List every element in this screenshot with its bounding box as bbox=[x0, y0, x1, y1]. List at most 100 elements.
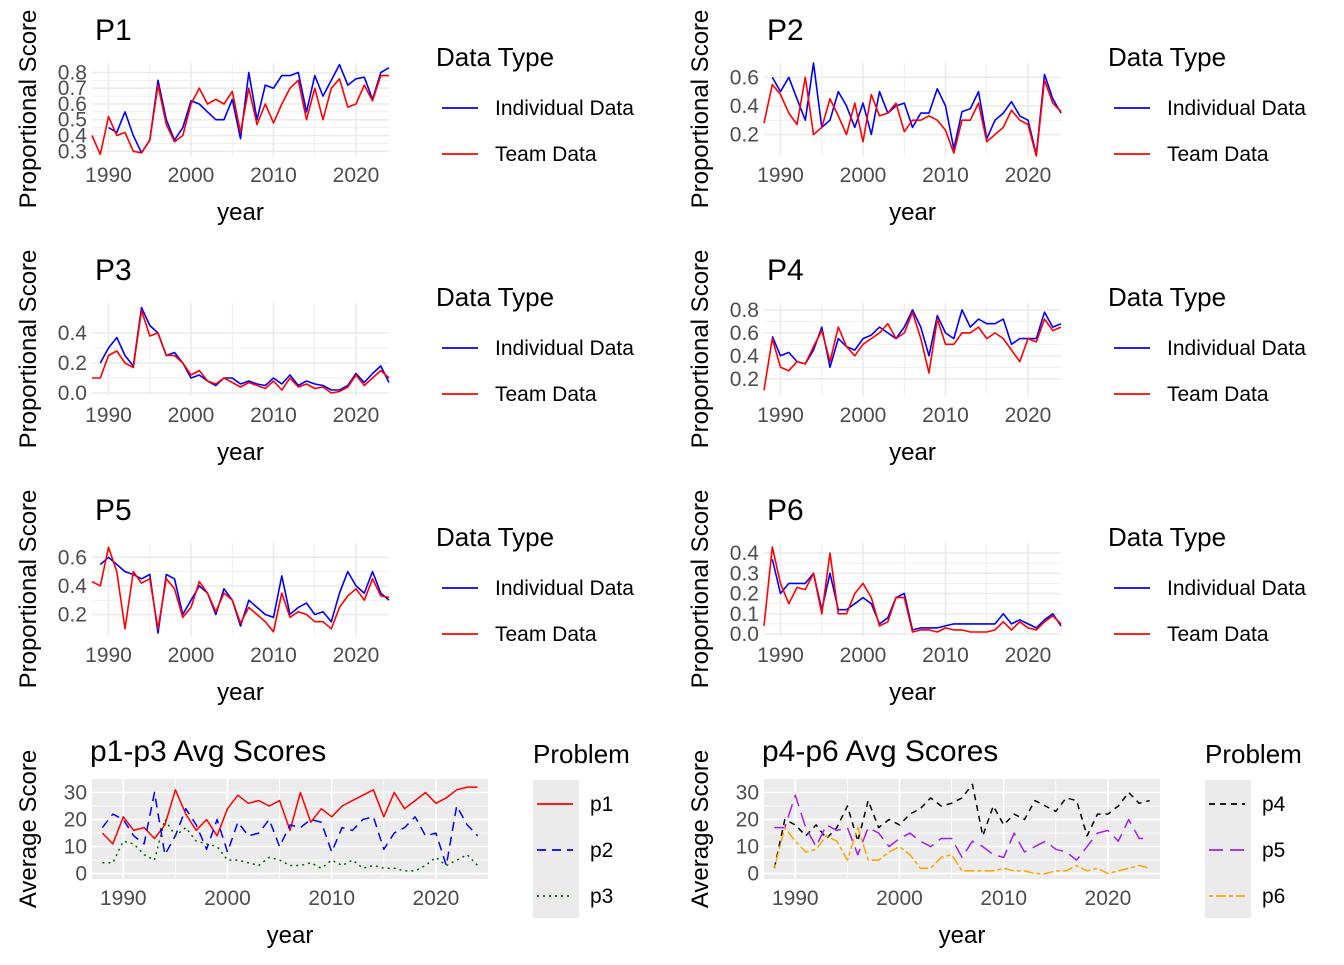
series-line-team-data bbox=[763, 311, 1062, 391]
x-tick-label: 2000 bbox=[840, 404, 887, 427]
chart-title: P2 bbox=[767, 14, 804, 47]
x-tick-label: 2010 bbox=[250, 644, 297, 667]
legend-label: Team Data bbox=[1167, 143, 1269, 166]
y-tick-label: 0.2 bbox=[730, 583, 759, 606]
x-tick-label: 2000 bbox=[840, 644, 887, 667]
x-tick-label: 2020 bbox=[1005, 164, 1052, 187]
series-line-individual-data bbox=[99, 306, 390, 391]
chart-2: 0.2 0.4 0.6 1990 2000 2010 2020 P2 year Proportio… bbox=[687, 10, 1306, 226]
x-axis-title: year bbox=[217, 679, 264, 706]
x-tick-label: 2000 bbox=[168, 164, 215, 187]
plot-panel bbox=[764, 303, 1061, 396]
x-tick-label: 2000 bbox=[168, 644, 215, 667]
y-tick-label: 0.3 bbox=[58, 140, 87, 163]
legend-label: Team Data bbox=[1167, 623, 1269, 646]
legend-label: Individual Data bbox=[495, 337, 634, 360]
series-line-p1 bbox=[101, 786, 478, 845]
legend-title: Data Type bbox=[436, 522, 554, 552]
y-tick-label: 0.7 bbox=[58, 77, 87, 100]
chart-1: 0.30.40.50.60.70.8 1990 2000 2010 2020 P1 year… bbox=[15, 10, 634, 226]
series-line-p2 bbox=[101, 791, 479, 867]
y-tick-label: 0.6 bbox=[58, 546, 87, 569]
y-tick-label: 0.6 bbox=[730, 66, 759, 89]
chart-title: P6 bbox=[767, 494, 804, 527]
series-line-team-data bbox=[92, 309, 390, 394]
x-axis-title: year bbox=[939, 922, 986, 949]
y-tick-label: 0.3 bbox=[730, 562, 759, 585]
y-tick-label: 30 bbox=[736, 782, 759, 805]
y-tick-label: 0.4 bbox=[730, 345, 760, 368]
x-tick-label: 2020 bbox=[1085, 887, 1132, 910]
y-tick-label: 0.2 bbox=[58, 604, 87, 627]
y-tick-label: 0.6 bbox=[58, 93, 87, 116]
x-tick-label: 2010 bbox=[922, 164, 969, 187]
series-line-team-data bbox=[91, 74, 389, 156]
series-line-p5 bbox=[774, 794, 1150, 861]
y-tick-label: 0.6 bbox=[730, 322, 759, 345]
y-tick-label: 10 bbox=[64, 836, 87, 859]
legend-label: Individual Data bbox=[495, 577, 634, 600]
y-axis-title: Proportional Score bbox=[687, 490, 714, 689]
legend-title: Data Type bbox=[1108, 282, 1226, 312]
legend-label: p1 bbox=[590, 793, 613, 816]
legend-label: p3 bbox=[590, 885, 613, 908]
x-tick-label: 1990 bbox=[757, 644, 804, 667]
legend-title: Data Type bbox=[436, 282, 554, 312]
y-tick-label: 0.1 bbox=[730, 603, 759, 626]
chart-6: 0.00.10.20.30.4 1990 2000 2010 2020 P6 year Pro… bbox=[687, 490, 1306, 706]
y-axis-title: Average Score bbox=[15, 750, 42, 908]
y-tick-label: 0.4 bbox=[58, 575, 88, 598]
y-tick-label: 0.4 bbox=[58, 322, 88, 345]
series-line-team-data bbox=[763, 546, 1062, 633]
legend-title: Data Type bbox=[1108, 42, 1226, 72]
y-tick-label: 0.0 bbox=[58, 382, 87, 405]
x-axis-title: year bbox=[889, 679, 936, 706]
x-axis-title: year bbox=[889, 199, 936, 226]
chart-3: 0.0 0.2 0.4 1990 2000 2010 2020 P3 year Proportio… bbox=[15, 250, 634, 466]
series-line-p6 bbox=[773, 826, 1150, 875]
x-tick-label: 2020 bbox=[333, 404, 380, 427]
y-tick-label: 0.2 bbox=[58, 352, 87, 375]
x-tick-label: 1990 bbox=[85, 404, 132, 427]
chart-title: P5 bbox=[95, 494, 132, 527]
legend-label: Team Data bbox=[1167, 383, 1269, 406]
legend-title: Data Type bbox=[436, 42, 554, 72]
legend-label: Individual Data bbox=[495, 97, 634, 120]
legend-key-background bbox=[1205, 780, 1251, 918]
x-tick-label: 2020 bbox=[413, 887, 460, 910]
x-axis-title: year bbox=[889, 439, 936, 466]
legend-label: Team Data bbox=[495, 143, 597, 166]
x-tick-label: 2020 bbox=[333, 644, 380, 667]
legend-label: Individual Data bbox=[1167, 337, 1306, 360]
x-tick-label: 1990 bbox=[757, 164, 804, 187]
plot-panel bbox=[764, 779, 1160, 879]
legend-label: Team Data bbox=[495, 383, 597, 406]
legend-label: Individual Data bbox=[1167, 97, 1306, 120]
y-tick-label: 0.4 bbox=[58, 125, 88, 148]
legend-title: Problem bbox=[1205, 739, 1302, 769]
y-tick-label: 0.4 bbox=[730, 95, 760, 118]
y-axis-title: Proportional Score bbox=[15, 490, 42, 689]
x-tick-label: 1990 bbox=[757, 404, 804, 427]
chart-title: p1-p3 Avg Scores bbox=[90, 735, 326, 768]
x-tick-label: 2000 bbox=[876, 887, 923, 910]
x-tick-label: 2000 bbox=[168, 404, 215, 427]
chart-5: 0.2 0.4 0.6 1990 2000 2010 2020 P5 year Proportio… bbox=[15, 490, 634, 706]
x-axis-title: year bbox=[267, 922, 314, 949]
y-tick-label: 0.4 bbox=[730, 542, 760, 565]
y-tick-label: 20 bbox=[64, 809, 87, 832]
x-tick-label: 2010 bbox=[922, 644, 969, 667]
y-tick-label: 0.8 bbox=[730, 299, 759, 322]
y-axis-title: Average Score bbox=[687, 750, 714, 908]
legend-label: p4 bbox=[1262, 793, 1286, 816]
x-tick-label: 2010 bbox=[922, 404, 969, 427]
series-line-team-data bbox=[91, 546, 390, 633]
legend-title: Data Type bbox=[1108, 522, 1226, 552]
x-tick-label: 2020 bbox=[1005, 404, 1052, 427]
y-tick-label: 20 bbox=[736, 809, 759, 832]
x-tick-label: 2000 bbox=[204, 887, 251, 910]
x-tick-label: 2020 bbox=[1005, 644, 1052, 667]
chart-title: P4 bbox=[767, 254, 804, 287]
x-tick-label: 2010 bbox=[308, 887, 355, 910]
chart-title: P1 bbox=[95, 14, 132, 47]
